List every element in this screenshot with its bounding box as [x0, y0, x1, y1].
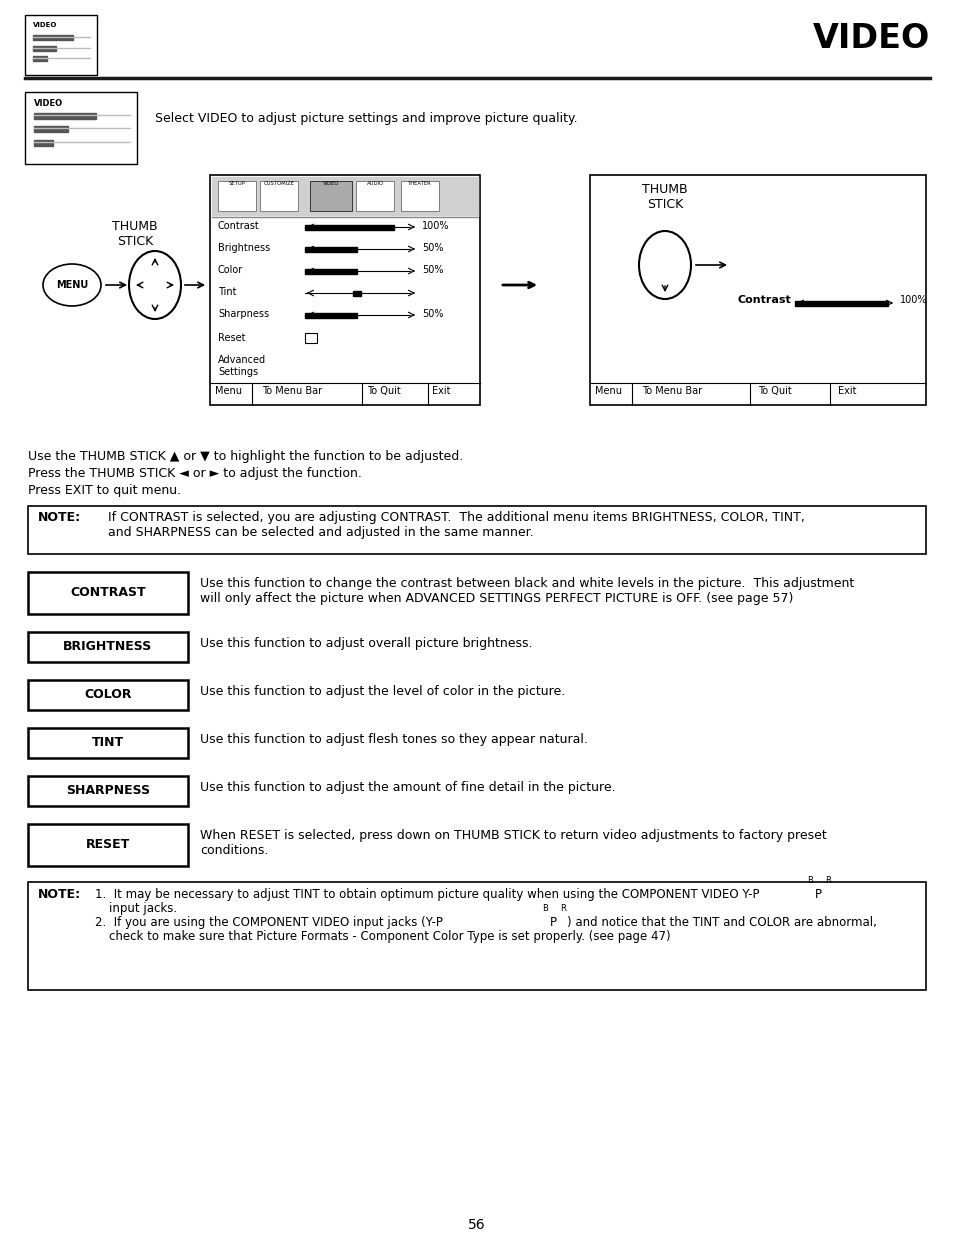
Text: Select VIDEO to adjust picture settings and improve picture quality.: Select VIDEO to adjust picture settings … [154, 112, 577, 125]
Bar [25, 91, 137, 164]
Text: 2.  If you are using the COMPONENT VIDEO input jacks (Y-P: 2. If you are using the COMPONENT VIDEO … [95, 916, 442, 929]
Text: check to make sure that Picture Formats - Component Color Type is set properly. : check to make sure that Picture Formats … [109, 930, 670, 944]
Bar [400, 182, 438, 211]
Bar [33, 35, 72, 40]
Text: ) and notice that the TINT and COLOR are abnormal,: ) and notice that the TINT and COLOR are… [566, 916, 876, 929]
Text: 100%: 100% [421, 221, 449, 231]
Text: Brightness: Brightness [218, 243, 270, 253]
Text: SHARPNESS: SHARPNESS [66, 784, 150, 798]
Text: R: R [824, 876, 830, 885]
Text: 50%: 50% [421, 243, 443, 253]
Bar [28, 506, 925, 555]
Text: 1.  It may be necessary to adjust TINT to obtain optimum picture quality when us: 1. It may be necessary to adjust TINT to… [95, 888, 759, 902]
Text: Tint: Tint [218, 287, 236, 296]
Ellipse shape [129, 251, 181, 319]
Text: MENU: MENU [56, 280, 88, 290]
Text: Contrast: Contrast [218, 221, 259, 231]
Bar [305, 312, 357, 317]
Text: input jacks.: input jacks. [109, 902, 177, 915]
Text: Advanced
Settings: Advanced Settings [218, 354, 266, 377]
Text: VIDEO: VIDEO [33, 22, 57, 28]
Text: P: P [814, 888, 821, 902]
Ellipse shape [639, 231, 690, 299]
Ellipse shape [43, 264, 101, 306]
Text: VIDEO: VIDEO [322, 182, 339, 186]
Bar [354, 291, 361, 296]
Text: Exit: Exit [432, 387, 450, 396]
Bar [589, 175, 925, 405]
Text: Use this function to adjust flesh tones so they appear natural.: Use this function to adjust flesh tones … [200, 734, 587, 746]
Text: Press EXIT to quit menu.: Press EXIT to quit menu. [28, 484, 181, 496]
Bar [28, 776, 188, 806]
Bar [305, 269, 357, 274]
Text: CONTRAST: CONTRAST [71, 587, 146, 599]
Text: CUSTOMIZE: CUSTOMIZE [263, 182, 294, 186]
Bar [28, 824, 188, 866]
Bar [28, 632, 188, 662]
Text: Use this function to change the contrast between black and white levels in the p: Use this function to change the contrast… [200, 577, 853, 605]
Text: COLOR: COLOR [84, 688, 132, 701]
Text: 56: 56 [468, 1218, 485, 1233]
Bar [34, 140, 53, 146]
Bar [25, 15, 97, 75]
Bar [218, 182, 255, 211]
Text: To Quit: To Quit [367, 387, 400, 396]
Text: TINT: TINT [91, 736, 124, 750]
Text: 50%: 50% [421, 266, 443, 275]
Text: 50%: 50% [421, 309, 443, 319]
Bar [212, 177, 477, 215]
Bar [305, 247, 357, 252]
Text: To Menu Bar: To Menu Bar [641, 387, 701, 396]
Bar [28, 882, 925, 990]
Bar [794, 301, 887, 306]
Text: Reset: Reset [218, 333, 245, 343]
Bar [33, 56, 48, 61]
Bar [33, 46, 55, 51]
Bar [260, 182, 297, 211]
Text: Use the THUMB STICK ▲ or ▼ to highlight the function to be adjusted.: Use the THUMB STICK ▲ or ▼ to highlight … [28, 450, 463, 463]
Text: To Quit: To Quit [758, 387, 791, 396]
Text: To Menu Bar: To Menu Bar [262, 387, 322, 396]
Text: 100%: 100% [899, 295, 926, 305]
Bar [210, 175, 479, 405]
Text: THEATER: THEATER [408, 182, 432, 186]
Text: THUMB
STICK: THUMB STICK [112, 220, 157, 248]
Text: B: B [806, 876, 812, 885]
Text: Contrast: Contrast [738, 295, 791, 305]
Text: SETUP: SETUP [229, 182, 245, 186]
Text: VIDEO: VIDEO [34, 99, 63, 107]
Text: B: B [541, 904, 547, 913]
Bar [355, 182, 394, 211]
Text: NOTE:: NOTE: [38, 511, 81, 524]
Bar [305, 225, 394, 230]
Bar [34, 112, 96, 119]
Text: VIDEO: VIDEO [812, 22, 929, 56]
Text: R: R [559, 904, 565, 913]
Bar [305, 333, 316, 343]
Text: BRIGHTNESS: BRIGHTNESS [63, 641, 152, 653]
Bar [310, 182, 352, 211]
Bar [28, 680, 188, 710]
Bar [28, 572, 188, 614]
Bar [28, 727, 188, 758]
Text: NOTE:: NOTE: [38, 888, 81, 902]
Text: Exit: Exit [837, 387, 856, 396]
Text: Use this function to adjust the level of color in the picture.: Use this function to adjust the level of… [200, 685, 565, 698]
Text: Use this function to adjust overall picture brightness.: Use this function to adjust overall pict… [200, 637, 532, 650]
Text: Menu: Menu [595, 387, 621, 396]
Text: Use this function to adjust the amount of fine detail in the picture.: Use this function to adjust the amount o… [200, 781, 615, 794]
Text: When RESET is selected, press down on THUMB STICK to return video adjustments to: When RESET is selected, press down on TH… [200, 829, 826, 857]
Text: THUMB
STICK: THUMB STICK [641, 183, 687, 211]
Text: Color: Color [218, 266, 243, 275]
Bar [34, 126, 68, 131]
Text: If CONTRAST is selected, you are adjusting CONTRAST.  The additional menu items : If CONTRAST is selected, you are adjusti… [108, 511, 804, 538]
Text: RESET: RESET [86, 839, 130, 851]
Text: Press the THUMB STICK ◄ or ► to adjust the function.: Press the THUMB STICK ◄ or ► to adjust t… [28, 467, 361, 480]
Text: AUDIO: AUDIO [366, 182, 383, 186]
Text: P: P [550, 916, 557, 929]
Text: Menu: Menu [214, 387, 242, 396]
Text: Sharpness: Sharpness [218, 309, 269, 319]
